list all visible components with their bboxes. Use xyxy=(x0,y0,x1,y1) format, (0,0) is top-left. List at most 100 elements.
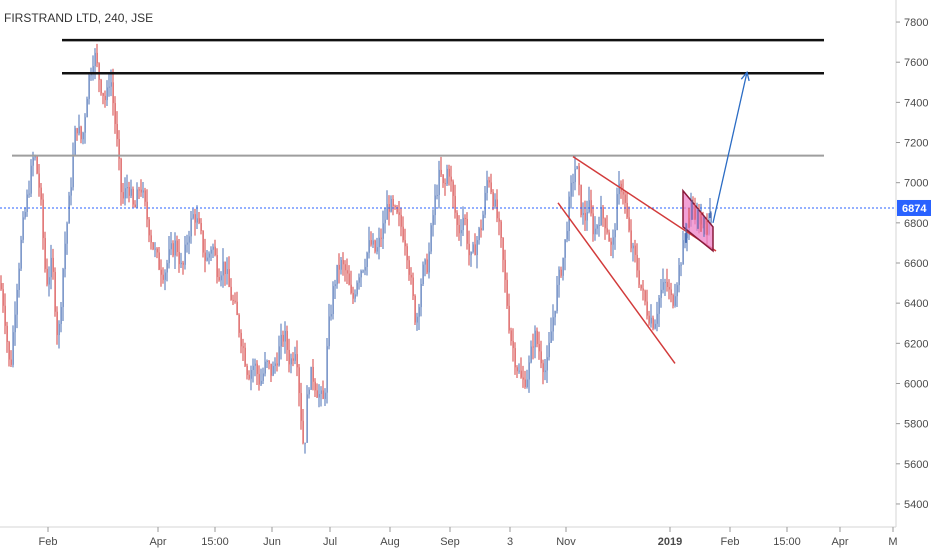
candle-body xyxy=(498,218,500,222)
candle-body xyxy=(416,316,418,323)
candle-body xyxy=(10,359,12,365)
candle-body xyxy=(312,366,314,382)
candle-body xyxy=(62,269,64,308)
candle-body xyxy=(608,232,610,242)
candle-body xyxy=(554,310,556,318)
candle-body xyxy=(152,242,154,250)
candle-body xyxy=(178,251,180,265)
price-tick-label: 6000 xyxy=(904,378,928,390)
time-tick-label: 2019 xyxy=(658,536,682,548)
candle-body xyxy=(606,228,608,233)
candle-body xyxy=(548,342,550,358)
candle-body xyxy=(588,200,590,213)
candle-body xyxy=(2,289,4,306)
candle-body xyxy=(670,289,672,296)
candle-body xyxy=(326,346,328,393)
candle-body xyxy=(96,52,98,64)
candle-body xyxy=(284,330,286,342)
candle-body xyxy=(676,285,678,297)
candle-body xyxy=(480,228,482,230)
candle-body xyxy=(218,277,220,281)
candle-body xyxy=(346,270,348,274)
candle-body xyxy=(242,346,244,348)
candle-body xyxy=(304,442,306,444)
candle-body xyxy=(684,238,686,241)
candle-body xyxy=(520,370,522,378)
candle-body xyxy=(26,194,28,212)
candle-body xyxy=(158,252,160,270)
candle-body xyxy=(352,292,354,299)
time-tick-label: 3 xyxy=(507,536,513,548)
candle-body xyxy=(286,330,288,350)
time-axis[interactable]: Feb Apr 15:00 Jun Jul Aug Sep 3 Nov 2019 Feb 15:00 A… xyxy=(39,527,898,548)
candle-body xyxy=(196,218,198,223)
candle-body xyxy=(98,63,100,80)
candle-body xyxy=(442,174,444,184)
candle-body xyxy=(452,181,454,196)
candle-body xyxy=(592,213,594,235)
projection-arrow-shaft[interactable] xyxy=(712,72,748,223)
candle-body xyxy=(420,283,422,308)
candle-body xyxy=(300,393,302,421)
candle-body xyxy=(542,363,544,373)
candle-body xyxy=(404,240,406,247)
candle-body xyxy=(18,268,20,290)
candle-body xyxy=(366,252,368,267)
candle-body xyxy=(106,87,108,101)
candle-body xyxy=(578,166,580,185)
candle-body xyxy=(162,274,164,280)
candle-body xyxy=(510,330,512,342)
falling-wedge-upper-line[interactable] xyxy=(572,155,717,252)
falling-wedge-lower-line[interactable] xyxy=(557,202,676,364)
candle-body xyxy=(274,363,276,367)
candle-body xyxy=(234,300,236,302)
candle-body xyxy=(102,93,104,96)
candle-body xyxy=(558,269,560,285)
candle-body xyxy=(160,269,162,275)
candle-body xyxy=(314,381,316,391)
candle-body xyxy=(256,363,258,375)
candle-body xyxy=(340,259,342,270)
candle-body xyxy=(680,264,682,266)
candle-body xyxy=(108,86,110,88)
candle-body xyxy=(556,284,558,311)
candle-body xyxy=(382,223,384,239)
candle-body xyxy=(518,370,520,372)
candle-body xyxy=(634,245,636,255)
candle-body xyxy=(72,154,74,188)
candle-body xyxy=(250,370,252,379)
candle-body xyxy=(564,239,566,258)
candle-body xyxy=(302,420,304,444)
candle-body xyxy=(272,366,274,376)
candle-body xyxy=(496,199,498,219)
candle-body xyxy=(574,168,576,183)
price-axis[interactable]: 5400 5600 5800 6000 6200 6400 6600 6800 7000 7200… xyxy=(896,17,931,511)
time-tick-label: Sep xyxy=(440,536,460,548)
candle-body xyxy=(506,279,508,306)
candle-body xyxy=(60,307,62,324)
candle-body xyxy=(610,241,612,245)
candle-body xyxy=(66,223,68,244)
candle-body xyxy=(454,195,456,213)
candle-body xyxy=(462,217,464,231)
candle-body xyxy=(356,282,358,295)
candle-body xyxy=(92,66,94,75)
candle-body xyxy=(406,246,408,261)
candle-body xyxy=(596,225,598,229)
candle-body xyxy=(616,194,618,230)
candle-body xyxy=(380,237,382,239)
candle-body xyxy=(202,230,204,253)
candle-body xyxy=(336,264,338,285)
candle-body xyxy=(540,351,542,364)
candle-body xyxy=(220,275,222,281)
candle-body xyxy=(678,265,680,286)
candle-body xyxy=(230,286,232,300)
candle-body xyxy=(64,243,66,270)
candle-body xyxy=(440,169,442,175)
candle-body xyxy=(176,240,178,252)
candle-body xyxy=(134,204,136,208)
candle-body xyxy=(422,264,424,284)
projection-arrow-head xyxy=(740,70,750,82)
candle-body xyxy=(414,295,416,323)
